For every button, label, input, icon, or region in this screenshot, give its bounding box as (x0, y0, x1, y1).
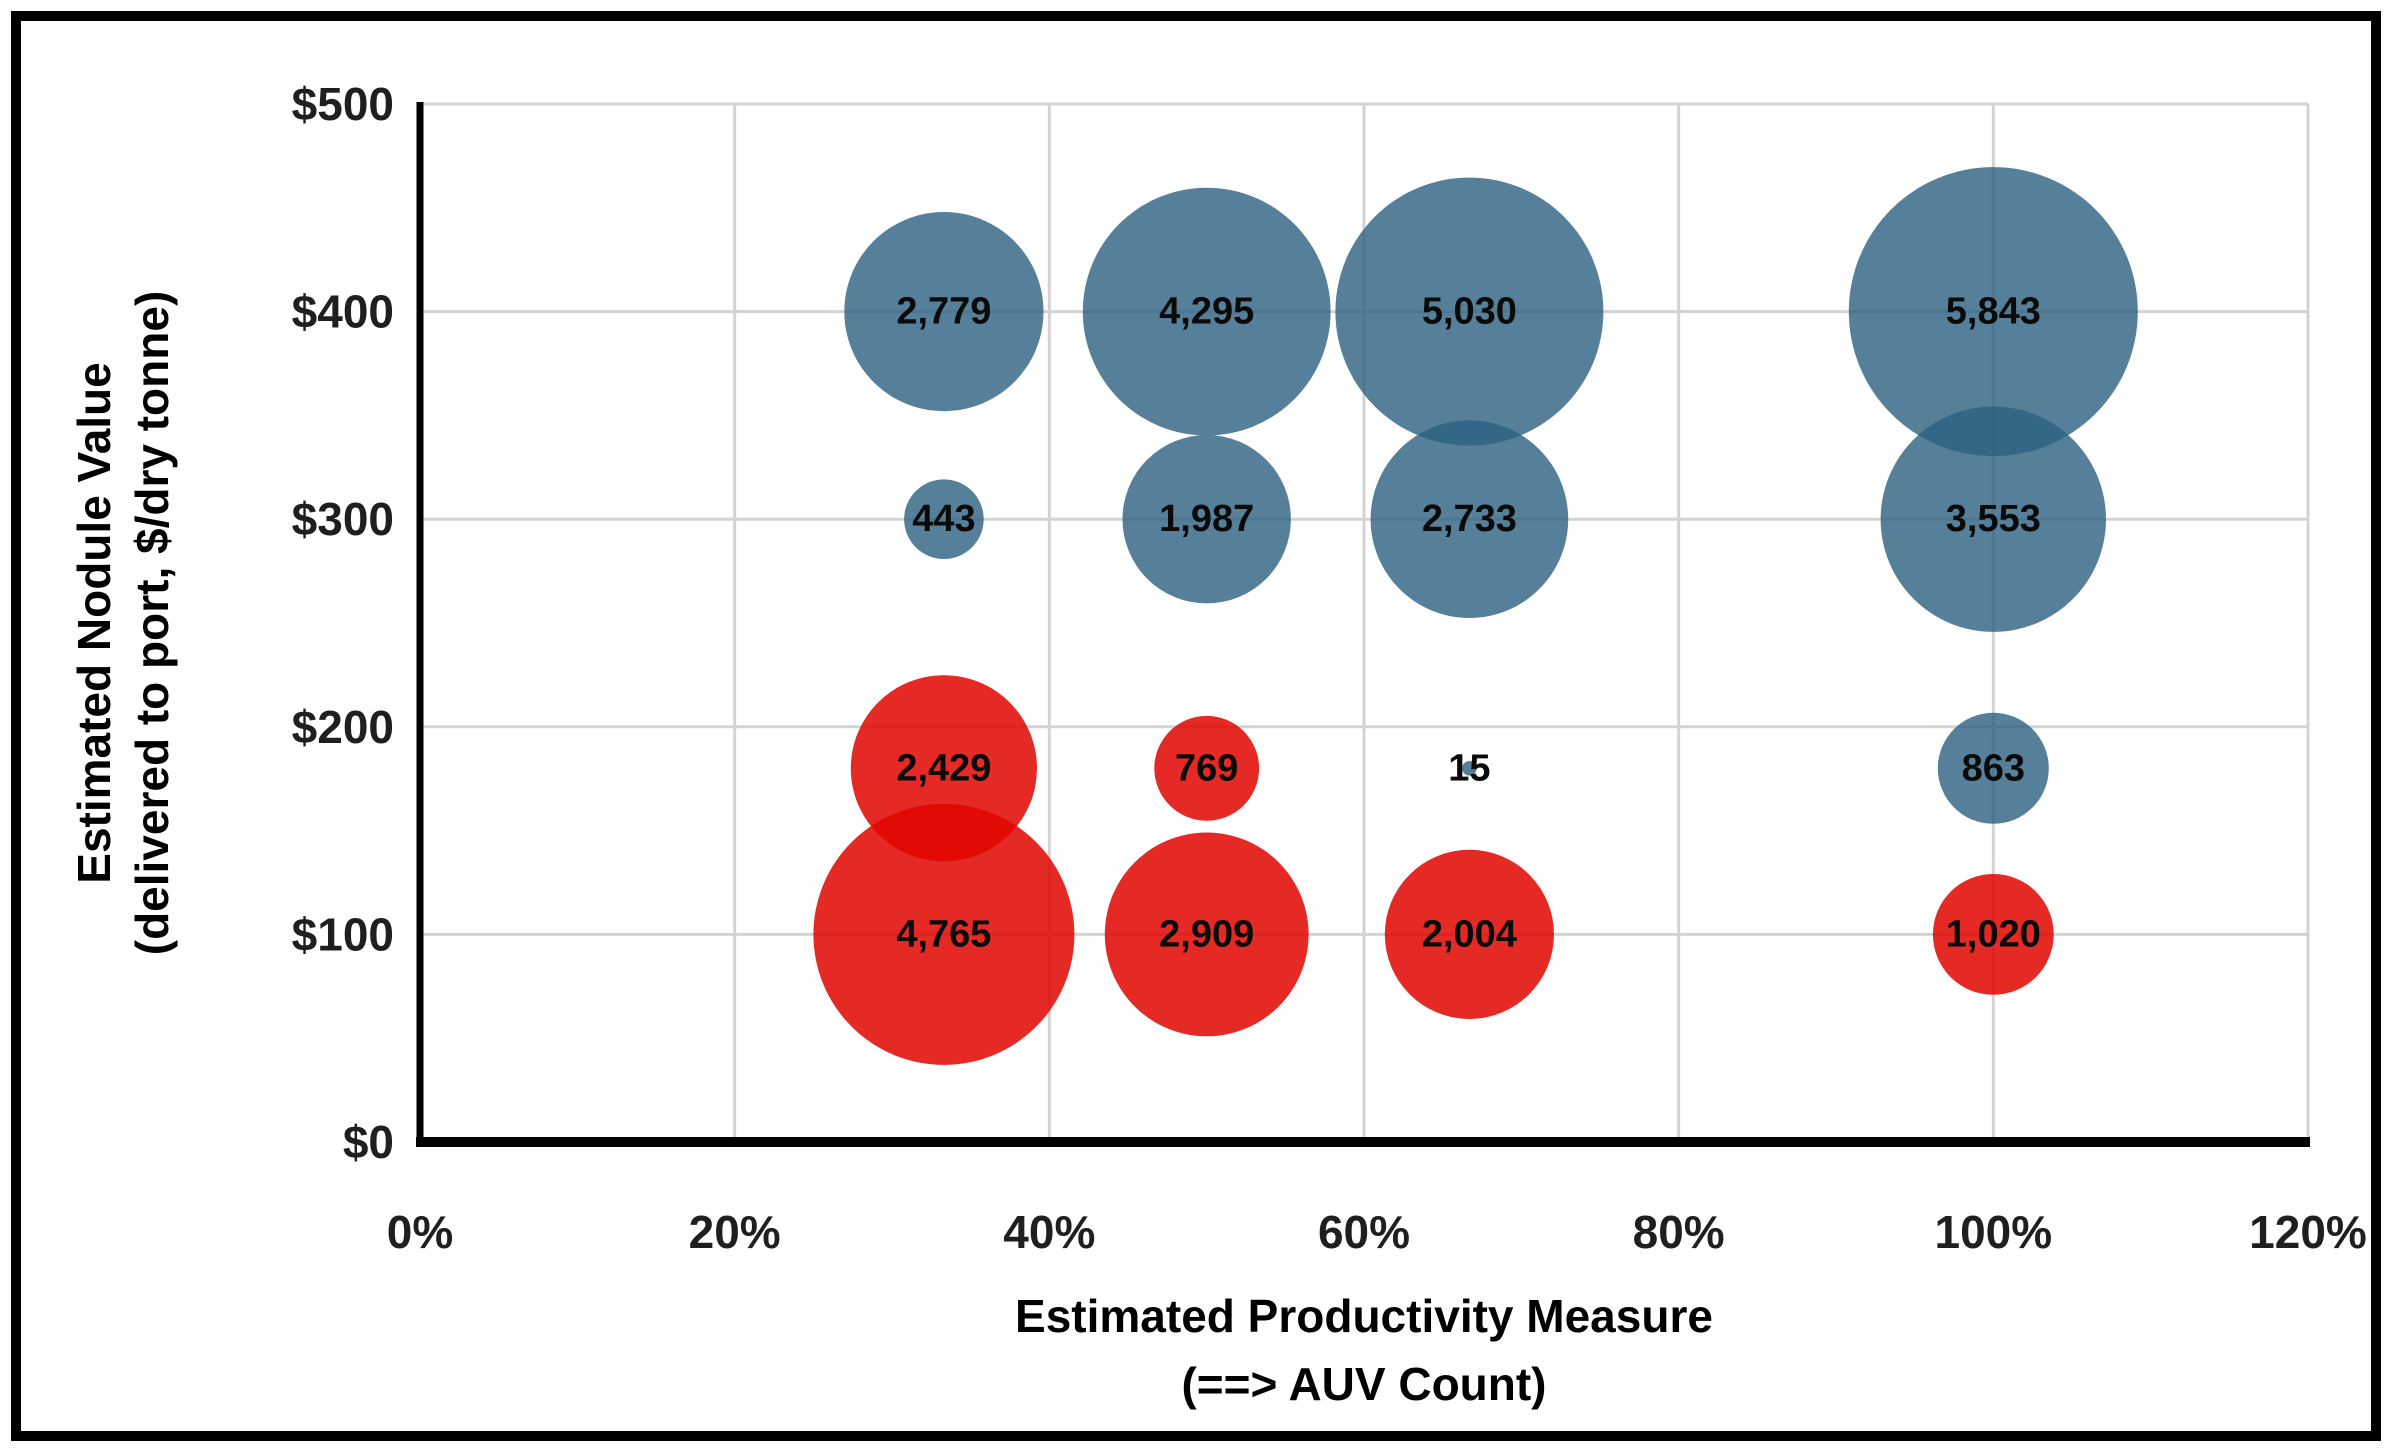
y-tick-label-100: $100 (292, 908, 394, 960)
bubble-red-bubbles-2909 (1104, 832, 1309, 1037)
bubble-red-bubbles-4765 (813, 803, 1075, 1065)
bubble-blue-bubbles-5030 (1335, 177, 1604, 446)
bubble-label-443: 443 (912, 498, 975, 540)
bubble-label-863: 863 (1962, 747, 2025, 789)
bubble-label-2909: 2,909 (1159, 913, 1254, 955)
y-tick-label-200: $200 (292, 701, 394, 753)
bubble-label-4765: 4,765 (896, 913, 991, 955)
bubble-blue-bubbles-2733 (1370, 420, 1569, 618)
bubble-blue-bubbles-863 (1937, 712, 2049, 824)
y-tick-label-400: $400 (292, 286, 394, 338)
bubble-label-1020: 1,020 (1946, 913, 2041, 955)
bubble-blue-bubbles-443 (904, 479, 984, 559)
bubble-label-4295: 4,295 (1159, 291, 1254, 333)
x-tick-label-60: 60% (1318, 1206, 1410, 1258)
bubble-label-2733: 2,733 (1422, 498, 1517, 540)
bubble-blue-bubbles-3553 (1880, 406, 2106, 632)
bubble-blue-bubbles-4295 (1082, 187, 1331, 436)
bubble-blue-bubbles-15 (1462, 761, 1477, 776)
y-tick-label-300: $300 (292, 493, 394, 545)
y-axis-title-line2: (delivered to port, $/dry tonne) (126, 291, 178, 956)
bubble-label-1987: 1,987 (1159, 498, 1254, 540)
x-tick-label-100: 100% (1935, 1206, 2053, 1258)
x-tick-label-0: 0% (387, 1206, 453, 1258)
bubble-label-2779: 2,779 (896, 291, 991, 333)
x-tick-label-20: 20% (689, 1206, 781, 1258)
y-tick-label-0: $0 (343, 1116, 394, 1168)
x-tick-label-120: 120% (2249, 1206, 2367, 1258)
bubble-label-2004: 2,004 (1422, 913, 1517, 955)
bubble-blue-bubbles-2779 (844, 212, 1044, 412)
bubble-label-5030: 5,030 (1422, 291, 1517, 333)
bubble-label-2429: 2,429 (896, 747, 991, 789)
bubble-red-bubbles-769 (1154, 715, 1260, 821)
bubble-blue-bubbles-5843 (1848, 167, 2138, 457)
y-tick-label-500: $500 (292, 78, 394, 130)
x-tick-label-40: 40% (1003, 1206, 1095, 1258)
x-tick-label-80: 80% (1633, 1206, 1725, 1258)
bubble-label-15: 15 (1448, 747, 1490, 789)
y-axis-title-line1: Estimated Nodule Value (68, 362, 120, 883)
bubble-label-3553: 3,553 (1946, 498, 2041, 540)
bubble-label-5843: 5,843 (1946, 291, 2041, 333)
bubble-label-769: 769 (1175, 747, 1238, 789)
x-axis-title-line2: (==> AUV Count) (1181, 1358, 1546, 1410)
bubble-red-bubbles-1020 (1932, 874, 2054, 995)
bubble-red-bubbles-2004 (1384, 849, 1554, 1020)
bubble-blue-bubbles-1987 (1122, 435, 1291, 604)
x-axis-title-line1: Estimated Productivity Measure (1015, 1290, 1713, 1342)
